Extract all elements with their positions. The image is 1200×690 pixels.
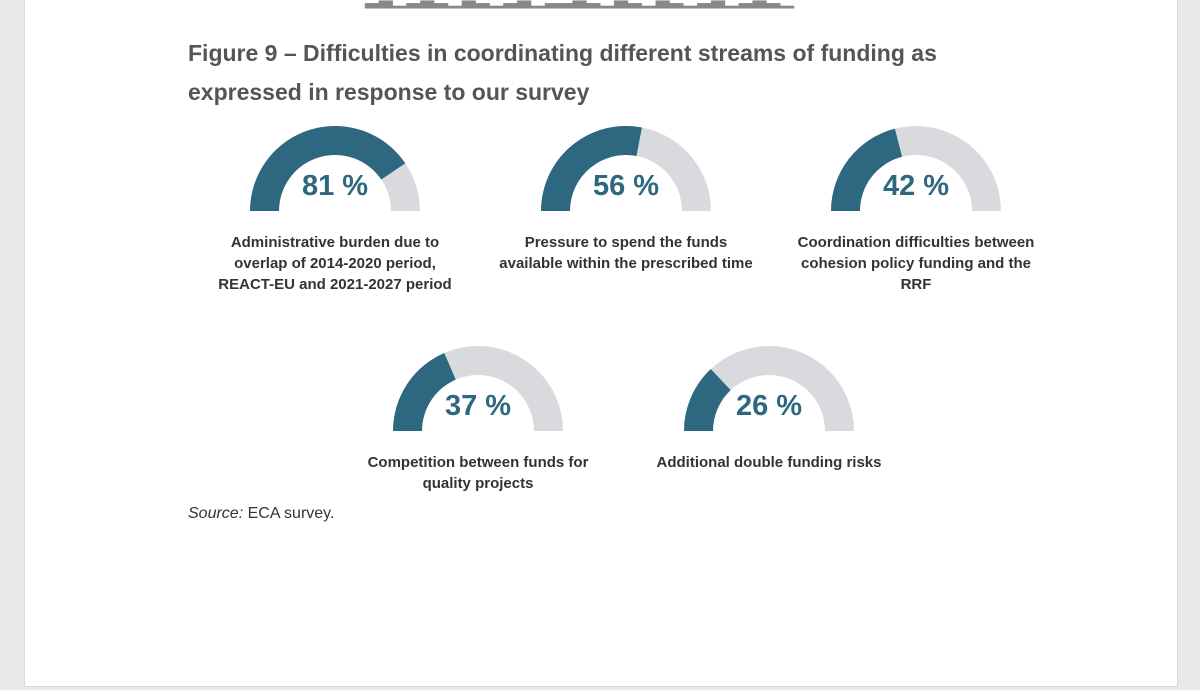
figure-title: Figure 9 – Difficulties in coordinating …	[188, 40, 937, 105]
gauge-5-value: 26 %	[735, 390, 803, 422]
gauge-2-label: Pressure to spend the funds available wi…	[499, 234, 753, 272]
gauge-5-arc	[684, 346, 854, 431]
gauge-5-label: Additional double funding risks	[656, 454, 882, 471]
gauge-1-value: 81 %	[301, 170, 369, 202]
gauge-5-fill	[684, 369, 731, 431]
gauge-3-fill	[831, 128, 903, 211]
gauge-4-label: Competition between funds for quality pr…	[367, 454, 589, 492]
source-label: Source:	[188, 505, 244, 522]
gauge-3-value: 42 %	[882, 170, 950, 202]
gauge-4-fill	[393, 352, 456, 431]
gauge-1-label: Administrative burden due to overlap of …	[218, 234, 452, 293]
gauge-2-value: 56 %	[592, 170, 660, 202]
gauge-1-arc	[250, 125, 420, 211]
gauge-2-arc	[541, 126, 711, 211]
gauge-3-label: Coordination difficulties between cohesi…	[797, 234, 1035, 293]
cropped-previous-text: ▂▃▁▂▃▂▁▃▂▁▂▃▁▂▂▃▂▁▃▂▁▃▂▁▂▃▁▂▃▂▁	[365, 0, 794, 9]
source-note: Source: ECA survey.	[188, 505, 334, 523]
source-text: ECA survey.	[243, 505, 335, 522]
gauge-5-track	[684, 346, 854, 431]
gauge-2-fill	[541, 126, 642, 211]
gauge-1-fill	[250, 125, 406, 211]
gauge-4-value: 37 %	[444, 390, 512, 422]
gauge-3-arc	[831, 126, 1001, 211]
report-page: ▂▃▁▂▃▂▁▃▂▁▂▃▁▂▂▃▂▁▃▂▁▃▂▁▂▃▁▂▃▂▁ Figure 9…	[24, 0, 1178, 687]
gauge-4-arc	[393, 346, 563, 431]
